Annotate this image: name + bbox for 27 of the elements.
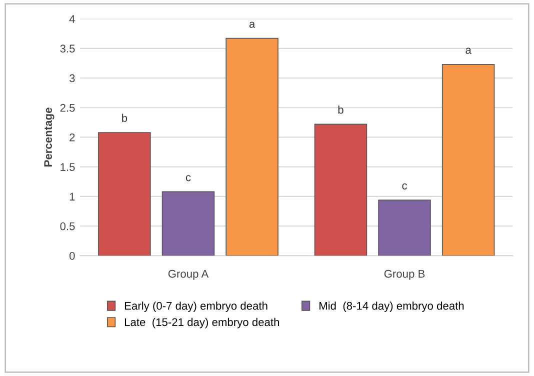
x-tick-label: Group A — [168, 270, 209, 280]
data-label: a — [249, 22, 256, 28]
data-label: b — [338, 106, 344, 114]
data-label: a — [466, 48, 472, 54]
bar — [98, 132, 151, 256]
y-tick-label: 0 — [69, 252, 75, 260]
data-label: b — [122, 114, 128, 122]
y-tick-label: 2.5 — [60, 104, 75, 112]
y-tick-label: 0.5 — [60, 222, 75, 230]
y-tick-label: 1 — [70, 192, 75, 200]
y-tick-label: 3.5 — [60, 44, 75, 53]
legend-label: Mid (8-14 day) embryo death — [320, 302, 464, 312]
legend-label: Late (15-21 day) embryo death — [124, 318, 279, 328]
bar — [442, 64, 495, 256]
y-tick-label: 3 — [69, 74, 75, 82]
y-axis-title: Percentage — [44, 108, 54, 166]
data-label: c — [402, 183, 407, 190]
y-tick-label: 2 — [70, 134, 75, 142]
y-tick-label: 4 — [69, 15, 75, 23]
y-tick-label: 1.5 — [60, 163, 75, 171]
x-tick-label: Group B — [384, 270, 425, 280]
data-label: c — [186, 175, 191, 182]
bar — [162, 191, 215, 256]
legend-label: Early (0-7 day) embryo death — [124, 302, 268, 312]
bar — [378, 200, 431, 256]
bar — [226, 38, 278, 256]
bar — [314, 124, 368, 256]
